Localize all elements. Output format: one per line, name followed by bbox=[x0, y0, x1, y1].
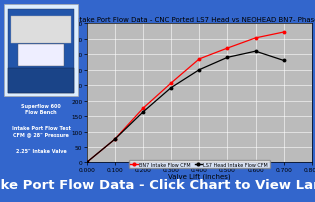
Title: Intake Port Flow Data - CNC Ported LS7 Head vs NEOHEAD BN7- Phase 4: Intake Port Flow Data - CNC Ported LS7 H… bbox=[73, 17, 315, 22]
Legend: BN7 Intake Flow CFM, LS7 Head Intake Flow CFM: BN7 Intake Flow CFM, LS7 Head Intake Flo… bbox=[129, 161, 270, 168]
Text: 2.25" Intake Valve: 2.25" Intake Valve bbox=[15, 148, 66, 153]
X-axis label: Valve Lift (inches): Valve Lift (inches) bbox=[168, 173, 231, 180]
Bar bbox=[18, 45, 64, 67]
Text: Superflow 600
Flow Bench: Superflow 600 Flow Bench bbox=[21, 103, 61, 115]
Text: Intake Port Flow Data - Click Chart to View Larger: Intake Port Flow Data - Click Chart to V… bbox=[0, 178, 315, 191]
Bar bbox=[4, 5, 78, 97]
Bar bbox=[11, 17, 71, 43]
Text: Intake Port Flow Test
CFM @ 28" Pressure: Intake Port Flow Test CFM @ 28" Pressure bbox=[12, 125, 70, 136]
Bar bbox=[8, 10, 74, 93]
Bar bbox=[8, 68, 74, 93]
